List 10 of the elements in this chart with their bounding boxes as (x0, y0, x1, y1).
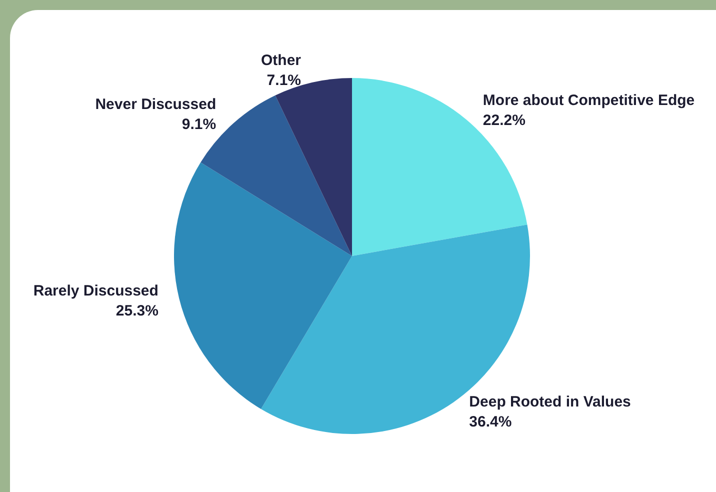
data-label: 25.3% (116, 302, 158, 320)
data-label: 36.4% (469, 414, 512, 431)
data-label: 9.1% (182, 116, 216, 134)
data-label: 22.2% (482, 112, 526, 129)
slice-label: Never Discussed (95, 96, 216, 114)
slice-label: Other (260, 52, 302, 70)
slice-label: Rarely Discussed (33, 282, 158, 300)
slice-label: More about Competitive Edge (482, 92, 695, 109)
slice-label: Deep Rooted in Values (469, 394, 631, 411)
data-label: 7.1% (266, 72, 302, 90)
